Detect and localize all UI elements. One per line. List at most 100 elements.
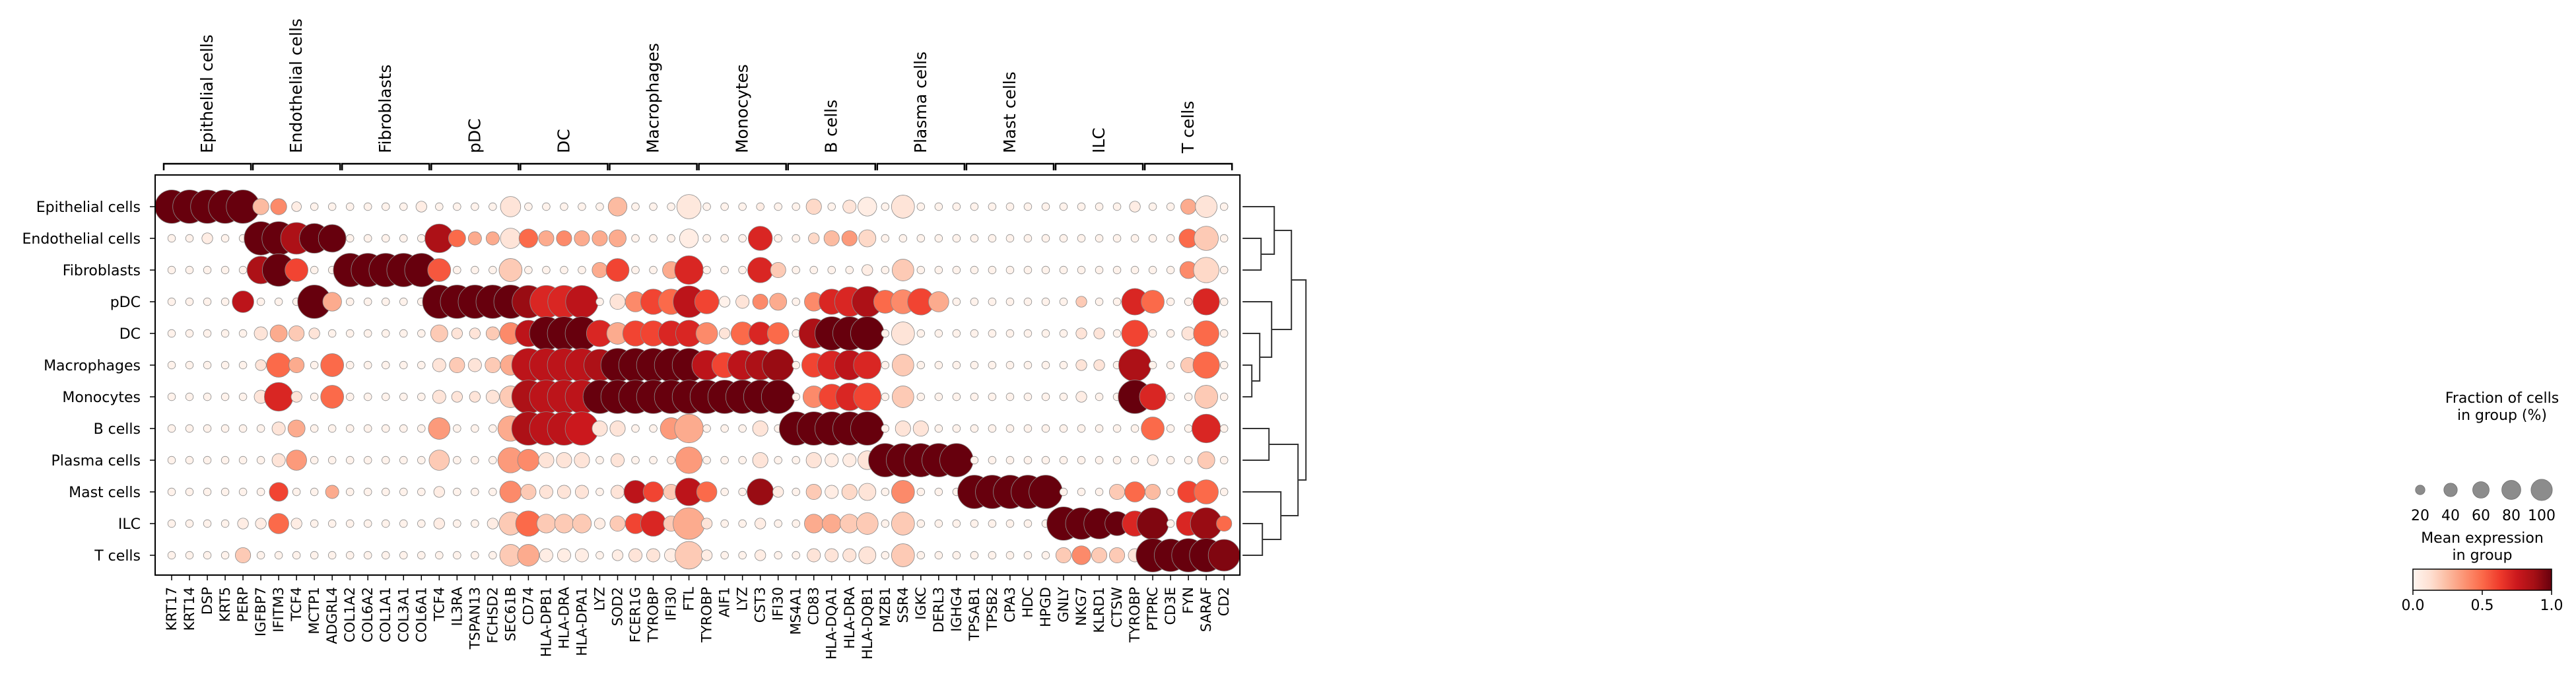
dot <box>1166 202 1175 211</box>
dot <box>916 519 926 528</box>
marker-group-label: Endothelial cells <box>287 18 306 153</box>
gene-label: DERL3 <box>931 587 947 633</box>
dot <box>287 419 306 438</box>
dot <box>952 392 961 401</box>
bracket <box>609 162 698 170</box>
dot <box>345 456 355 465</box>
dot <box>345 551 355 560</box>
dot <box>756 202 764 211</box>
dot <box>399 202 408 211</box>
dot <box>1219 456 1229 465</box>
dot <box>1184 297 1193 306</box>
dot <box>1112 202 1122 211</box>
dot <box>841 230 858 247</box>
dot <box>761 380 796 414</box>
dot <box>774 519 782 528</box>
dot <box>417 360 426 370</box>
dot <box>1166 392 1175 401</box>
dot <box>1166 424 1175 433</box>
gene-label: FCER1G <box>628 587 644 642</box>
dot <box>220 456 230 465</box>
dot <box>649 456 658 465</box>
dot <box>607 197 628 217</box>
bracket <box>698 162 787 170</box>
dot <box>167 519 176 528</box>
gene-label: TCF4 <box>431 587 447 622</box>
dot <box>560 265 568 275</box>
dot <box>364 392 372 401</box>
dot <box>310 487 319 497</box>
dot <box>399 329 408 338</box>
dot <box>595 297 604 306</box>
dot <box>1023 519 1033 528</box>
dot <box>1166 456 1175 465</box>
dot <box>539 485 553 499</box>
group-dendrogram <box>1242 206 1307 556</box>
dot <box>881 392 890 401</box>
dot <box>702 234 711 243</box>
dot <box>364 551 372 560</box>
gene-label: HLA-DPB1 <box>538 587 554 657</box>
dot <box>891 543 915 567</box>
dot <box>720 234 729 243</box>
dot <box>203 329 212 338</box>
dot <box>235 547 252 564</box>
dot <box>695 322 718 345</box>
dot <box>1005 297 1015 306</box>
bracket <box>520 162 609 170</box>
dot <box>952 265 961 275</box>
dot <box>609 515 626 532</box>
dot <box>809 265 818 275</box>
marker-group-label: Epithelial cells <box>197 34 217 153</box>
dot <box>1095 202 1104 211</box>
dot <box>988 551 997 560</box>
dot <box>891 195 915 219</box>
gene-label: FYN <box>1180 587 1196 614</box>
dot <box>1193 320 1219 347</box>
dot <box>538 452 555 469</box>
dot <box>952 234 961 243</box>
dot <box>167 297 176 306</box>
gene-label: CD2 <box>1216 587 1232 616</box>
dot <box>203 297 212 306</box>
gene-label: IGKC <box>913 587 929 620</box>
dot <box>970 424 979 433</box>
dot <box>167 360 176 370</box>
dot <box>738 551 747 560</box>
gene-label: KRT5 <box>217 587 233 622</box>
dot <box>1147 454 1159 466</box>
dot <box>399 456 408 465</box>
dot <box>498 258 523 282</box>
dot <box>792 456 800 465</box>
dot <box>988 519 997 528</box>
dot <box>649 202 658 211</box>
gene-label: SEC61B <box>502 587 518 641</box>
gene-label: IGHG4 <box>949 587 965 632</box>
dot <box>345 202 355 211</box>
dot <box>1005 265 1015 275</box>
group-label: Macrophages <box>44 358 141 374</box>
gene-label: COL6A2 <box>360 587 376 642</box>
gene-label: IFITM3 <box>271 587 287 633</box>
dot <box>1219 424 1229 433</box>
gene-label: TYROBP <box>699 587 715 643</box>
dot <box>774 551 782 560</box>
dot <box>988 234 997 243</box>
dot <box>805 483 822 500</box>
gene-label: PTPRC <box>1145 587 1161 631</box>
dot <box>934 487 943 497</box>
dot <box>611 453 625 467</box>
dot <box>1148 360 1157 370</box>
dot <box>769 292 788 311</box>
dot <box>382 551 390 560</box>
dot <box>1023 297 1033 306</box>
dot <box>762 349 795 382</box>
dot <box>238 392 248 401</box>
gene-label: MZB1 <box>877 587 893 627</box>
dot <box>500 228 522 249</box>
dot <box>417 234 426 243</box>
dot <box>325 485 339 499</box>
dot <box>310 424 319 433</box>
dot <box>1166 297 1175 306</box>
dot <box>1095 234 1104 243</box>
